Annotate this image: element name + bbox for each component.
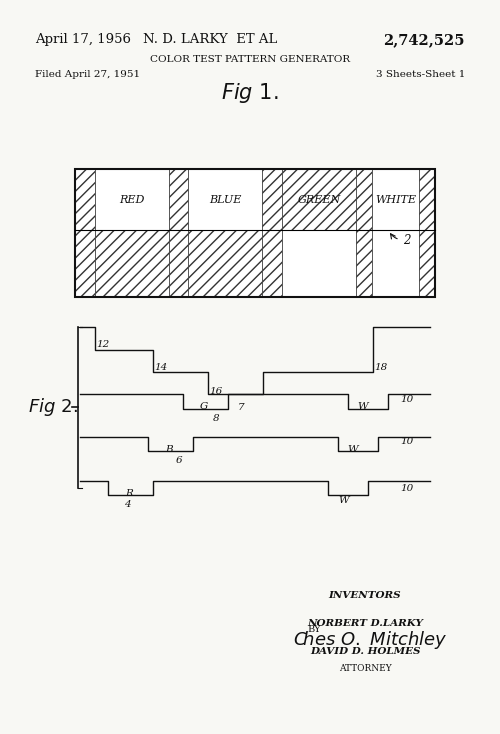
- Bar: [95, 230, 168, 297]
- Text: RED: RED: [119, 195, 144, 205]
- Bar: [262, 230, 282, 297]
- Text: BY: BY: [308, 625, 321, 634]
- Bar: [75, 169, 95, 230]
- Text: W: W: [338, 496, 349, 505]
- Text: 6: 6: [176, 456, 182, 465]
- Text: WHITE: WHITE: [375, 195, 416, 205]
- Bar: [372, 230, 419, 297]
- Text: 10: 10: [400, 395, 413, 404]
- Bar: [75, 230, 95, 297]
- Bar: [372, 169, 419, 230]
- Bar: [419, 230, 435, 297]
- Bar: [282, 169, 356, 230]
- Text: Filed April 27, 1951: Filed April 27, 1951: [35, 70, 140, 79]
- Bar: [188, 169, 262, 230]
- Bar: [419, 169, 435, 230]
- Text: $\it{Fig\ 1.}$: $\it{Fig\ 1.}$: [222, 81, 278, 105]
- Text: NORBERT D.LARKY: NORBERT D.LARKY: [307, 619, 423, 628]
- Text: 14: 14: [154, 363, 167, 372]
- Text: 10: 10: [400, 484, 413, 493]
- Text: 18: 18: [374, 363, 387, 372]
- Text: $\it{Fig\ 2.}$: $\it{Fig\ 2.}$: [28, 396, 78, 418]
- Text: ATTORNEY: ATTORNEY: [338, 664, 392, 673]
- Text: 2,742,525: 2,742,525: [384, 33, 465, 47]
- Bar: [95, 169, 168, 230]
- Text: 3 Sheets-Sheet 1: 3 Sheets-Sheet 1: [376, 70, 465, 79]
- Text: 2: 2: [390, 233, 410, 247]
- Bar: [282, 230, 356, 297]
- Bar: [168, 230, 188, 297]
- Bar: [356, 230, 372, 297]
- Bar: [356, 169, 372, 230]
- Text: 16: 16: [209, 387, 222, 396]
- Text: April 17, 1956: April 17, 1956: [35, 33, 131, 46]
- Text: N. D. LARKY  ET AL: N. D. LARKY ET AL: [143, 33, 277, 46]
- Text: W: W: [348, 445, 358, 454]
- Text: COLOR TEST PATTERN GENERATOR: COLOR TEST PATTERN GENERATOR: [150, 55, 350, 64]
- Text: INVENTORS: INVENTORS: [328, 591, 402, 600]
- Text: 12: 12: [96, 340, 110, 349]
- Bar: [168, 169, 188, 230]
- Text: DAVID D. HOLMES: DAVID D. HOLMES: [310, 647, 420, 655]
- Bar: [188, 230, 262, 297]
- Text: 7: 7: [238, 403, 244, 412]
- Text: W: W: [357, 402, 368, 411]
- Bar: [75, 169, 435, 297]
- Text: B: B: [165, 445, 173, 454]
- Text: GREEN: GREEN: [298, 195, 341, 205]
- Text: BLUE: BLUE: [209, 195, 242, 205]
- Text: 8: 8: [212, 414, 220, 423]
- Text: 10: 10: [400, 437, 413, 446]
- Text: R: R: [125, 489, 133, 498]
- Text: G: G: [200, 402, 207, 411]
- Text: 4: 4: [124, 500, 131, 509]
- Text: $\mathcal{\it{C\!hes\ O.\ Mitchley}}$: $\mathcal{\it{C\!hes\ O.\ Mitchley}}$: [293, 629, 447, 651]
- Bar: [262, 169, 282, 230]
